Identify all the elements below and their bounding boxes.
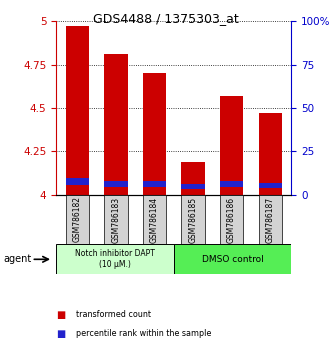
Bar [220,181,243,187]
Bar [259,195,282,244]
Bar [220,96,243,195]
Bar [143,73,166,195]
Bar [104,54,127,195]
Bar [259,113,282,195]
Text: percentile rank within the sample: percentile rank within the sample [76,329,212,338]
Text: GSM786183: GSM786183 [112,196,120,242]
Bar [181,162,205,195]
Bar [181,195,205,244]
Text: GSM786182: GSM786182 [73,196,82,242]
Text: DMSO control: DMSO control [202,255,263,264]
Text: GSM786186: GSM786186 [227,196,236,242]
Bar [66,178,89,185]
Bar [104,181,127,187]
Text: GSM786184: GSM786184 [150,196,159,242]
Bar [174,244,291,274]
Bar [104,195,127,244]
Bar [220,195,243,244]
Text: GSM786185: GSM786185 [189,196,198,242]
Bar [259,183,282,188]
Bar [181,184,205,189]
Text: ■: ■ [56,329,66,339]
Text: GDS4488 / 1375303_at: GDS4488 / 1375303_at [93,12,238,25]
Text: GSM786187: GSM786187 [265,196,275,242]
Bar [143,195,166,244]
Bar [66,27,89,195]
Text: transformed count: transformed count [76,310,151,319]
Bar [56,244,174,274]
Text: ■: ■ [56,310,66,320]
Text: Notch inhibitor DAPT
(10 μM.): Notch inhibitor DAPT (10 μM.) [75,249,155,269]
Bar [143,181,166,187]
Bar [66,195,89,244]
Text: agent: agent [3,254,31,264]
